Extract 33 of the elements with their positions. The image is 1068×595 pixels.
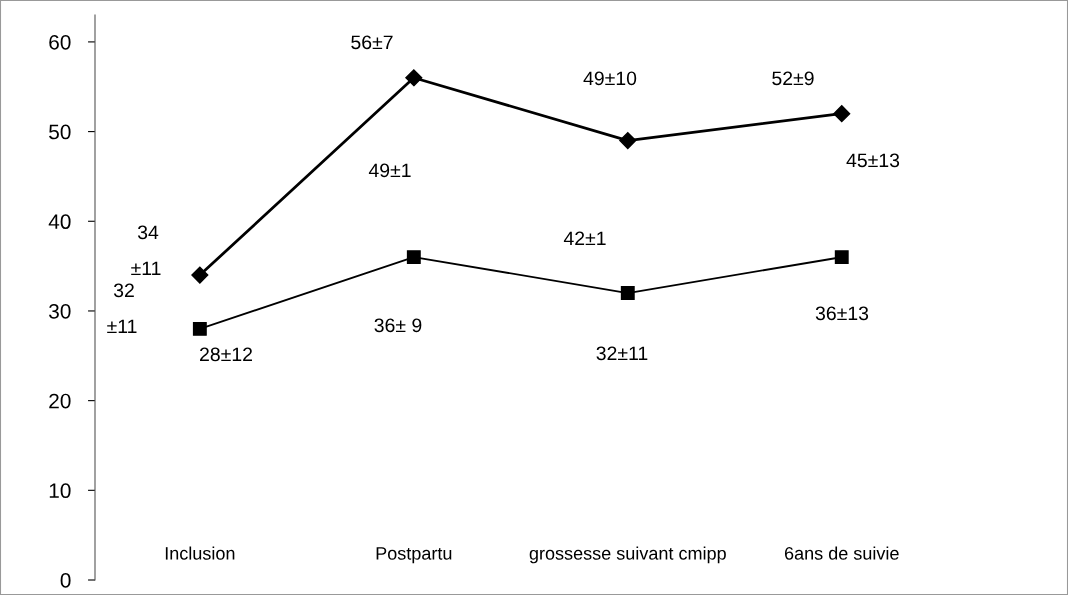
point	[619, 132, 637, 150]
annotation: 49±10	[583, 71, 637, 86]
y-tick-label: 40	[48, 214, 71, 230]
annotation: 45±13	[846, 153, 900, 168]
point	[834, 250, 849, 265]
annotation: 28±12	[200, 347, 252, 362]
annotation: 56±7	[351, 35, 393, 50]
point	[191, 266, 209, 284]
annotation: 49±1	[368, 163, 411, 178]
point	[620, 286, 635, 300]
point	[833, 105, 851, 123]
y-tick-label: 0	[60, 573, 71, 588]
annotation: 36±13	[815, 306, 869, 321]
annotation: 34	[137, 225, 159, 240]
annotation: ±11	[107, 319, 137, 334]
x-tick-label: grossesse suivant cmipp	[529, 546, 726, 564]
x-tick-label: 6ans de suivie	[784, 546, 899, 560]
annotation: 52±9	[772, 71, 814, 86]
annotation: 36± 9	[374, 318, 422, 333]
x-tick-label: Inclusion	[165, 546, 235, 560]
annotation: ±11	[131, 261, 161, 276]
point	[192, 321, 207, 336]
y-tick-label: 30	[49, 303, 71, 319]
x-tick-label: Postpartu	[376, 547, 452, 564]
annotation: 32±11	[596, 346, 648, 361]
y-tick-label: 10	[49, 483, 71, 499]
y-tick-label: 20	[49, 393, 71, 409]
point	[405, 69, 423, 87]
annotation: 42±1	[563, 231, 606, 246]
y-tick-label: 60	[49, 34, 71, 50]
annotation: 32	[113, 283, 134, 298]
y-tick-label: 50	[49, 124, 71, 140]
point	[406, 250, 421, 265]
